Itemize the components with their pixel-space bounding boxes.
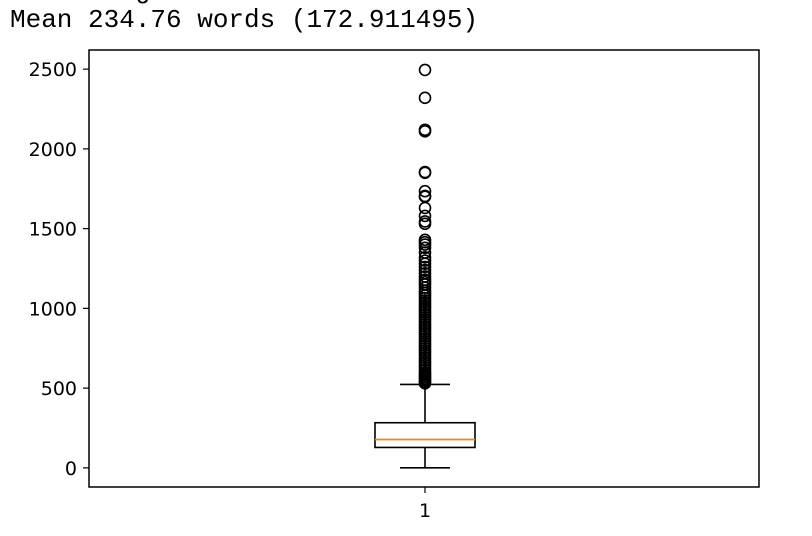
outlier-point xyxy=(418,217,432,231)
y-tick-label: 2000 xyxy=(29,139,77,161)
outlier-point xyxy=(418,257,432,271)
outlier-point xyxy=(418,201,432,215)
x-tick-label: 1 xyxy=(419,500,431,522)
y-axis: 0 500 1000 1500 2000 2500 xyxy=(29,59,89,480)
outlier-point xyxy=(418,91,432,105)
outlier-point xyxy=(418,184,432,198)
mean-output-text: Mean 234.76 words (172.911495) xyxy=(10,5,479,35)
outlier-point xyxy=(418,260,432,274)
outlier-point xyxy=(418,251,432,264)
outlier-point xyxy=(418,377,432,390)
y-tick-label: 2500 xyxy=(29,59,77,81)
outlier-point xyxy=(418,263,432,277)
outlier-point xyxy=(418,63,432,77)
x-axis: 1 xyxy=(419,487,431,522)
outlier-points xyxy=(418,63,432,390)
plot-frame xyxy=(88,49,760,488)
y-tick-label: 1000 xyxy=(29,298,77,320)
clipped-output-line: Text Length xyxy=(10,0,182,8)
y-tick-label: 1500 xyxy=(29,219,77,241)
outlier-point xyxy=(418,209,432,223)
y-tick-label: 0 xyxy=(65,458,77,480)
outlier-point xyxy=(418,241,432,255)
boxplot-series xyxy=(374,383,476,469)
y-tick-label: 500 xyxy=(41,378,77,400)
outlier-point xyxy=(418,166,432,180)
outlier-point xyxy=(418,125,432,138)
outlier-point xyxy=(418,254,432,267)
outlier-point xyxy=(418,238,432,251)
iqr-box xyxy=(374,421,476,449)
